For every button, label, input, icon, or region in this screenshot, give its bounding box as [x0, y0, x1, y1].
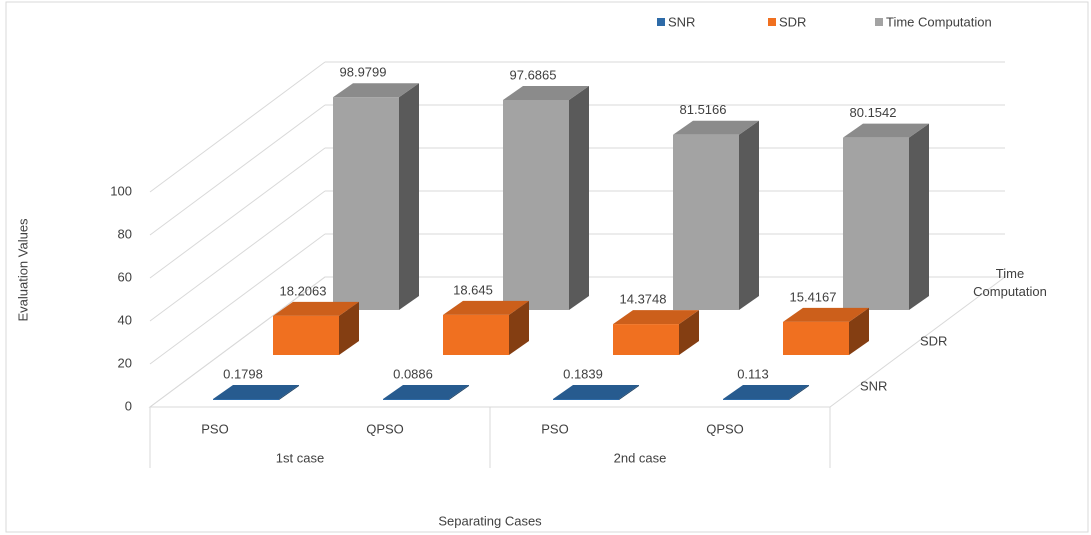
bar	[273, 315, 339, 355]
bar	[443, 314, 509, 355]
bar-side	[679, 310, 699, 355]
depth-label: Time Computation	[973, 266, 1047, 299]
bar-side	[849, 307, 869, 355]
bar	[843, 137, 909, 310]
bar-top	[213, 385, 299, 399]
legend-swatch	[768, 18, 776, 26]
bar-side	[509, 300, 529, 355]
depth-label: SNR	[860, 378, 887, 393]
bar	[383, 399, 449, 400]
legend-swatch	[657, 18, 665, 26]
data-label: 14.3748	[620, 292, 667, 307]
bar	[333, 97, 399, 311]
x-tick-label: QPSO	[706, 421, 744, 436]
x-tick-label: PSO	[201, 421, 228, 436]
bar	[503, 99, 569, 310]
group-label: 1st case	[276, 450, 324, 465]
data-label: 80.1542	[850, 105, 897, 120]
data-label: 0.1839	[563, 366, 603, 381]
bar	[553, 399, 619, 400]
y-tick-label: 0	[125, 398, 132, 413]
legend-label: SDR	[779, 14, 806, 29]
group-label: 2nd case	[614, 450, 667, 465]
bar-top	[273, 301, 359, 316]
bar-side	[279, 385, 299, 400]
y-tick-label: 40	[118, 312, 132, 327]
grid-line	[149, 190, 326, 322]
chart-frame	[5, 1, 1089, 533]
data-label: 81.5166	[680, 102, 727, 117]
y-tick-label: 20	[118, 355, 132, 370]
data-label: 0.1798	[223, 366, 263, 381]
bar-side	[739, 120, 759, 310]
grid-line	[149, 233, 326, 365]
data-label: 15.4167	[790, 289, 837, 304]
bar	[673, 134, 739, 310]
x-axis-title: Separating Cases	[438, 513, 542, 528]
bar-top	[443, 300, 529, 315]
data-label: 0.0886	[393, 366, 433, 381]
grid-line	[149, 61, 326, 193]
bar	[613, 324, 679, 355]
bar-side	[569, 85, 589, 310]
bar-side	[339, 301, 359, 355]
bar-top	[553, 385, 639, 399]
grid-line	[149, 276, 326, 408]
data-label: 97.6865	[510, 67, 557, 82]
bar-side	[449, 385, 469, 400]
depth-label: SDR	[920, 333, 947, 348]
bar-side	[909, 123, 929, 310]
bar-top	[843, 123, 929, 138]
bar	[723, 399, 789, 400]
y-tick-label: 60	[118, 269, 132, 284]
bar-top	[613, 310, 699, 325]
x-tick-label: QPSO	[366, 421, 404, 436]
bar-top	[503, 85, 589, 100]
bar-top	[673, 120, 759, 135]
data-label: 18.645	[453, 282, 493, 297]
legend-swatch	[875, 18, 883, 26]
data-label: 98.9799	[340, 65, 387, 80]
data-label: 18.2063	[280, 283, 327, 298]
y-tick-label: 80	[118, 226, 132, 241]
bar-side	[789, 385, 809, 400]
y-axis-title: Evaluation Values	[15, 218, 30, 322]
bar-side	[399, 83, 419, 311]
bar-top	[723, 385, 809, 399]
bar	[213, 399, 279, 400]
bar-top	[783, 307, 869, 322]
grid-line	[149, 104, 326, 236]
grid-line	[149, 147, 326, 279]
x-tick-label: PSO	[541, 421, 568, 436]
legend-label: SNR	[668, 14, 695, 29]
legend-label: Time Computation	[886, 14, 992, 29]
bar-side	[619, 385, 639, 400]
bar-top	[383, 385, 469, 399]
bar	[783, 321, 849, 355]
data-label: 0.113	[737, 366, 769, 381]
bar-top	[333, 83, 419, 98]
y-tick-label: 100	[110, 183, 132, 198]
